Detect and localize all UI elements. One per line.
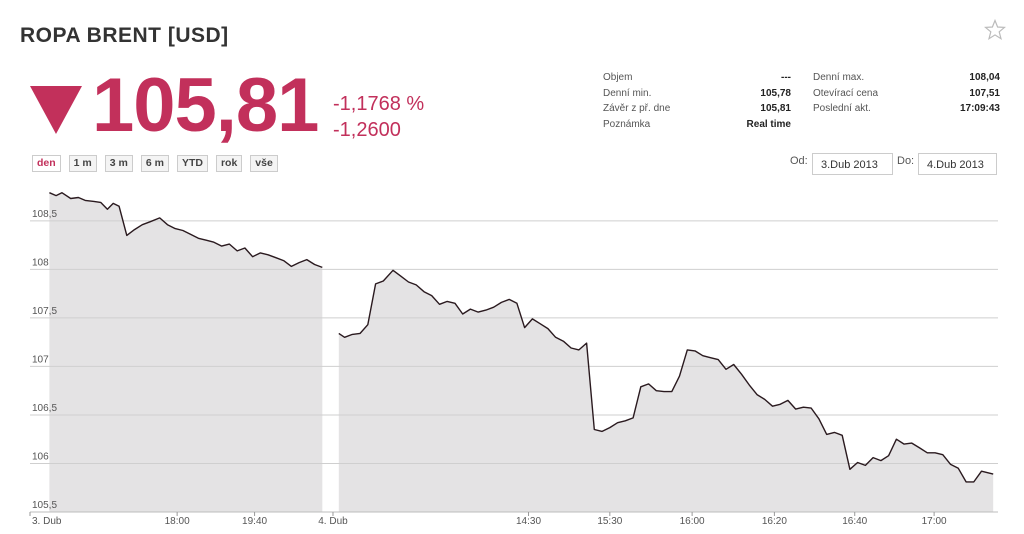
series-area-1	[338, 270, 994, 512]
change-percent: -1,1768 %	[333, 93, 425, 115]
stat-value: 107,51	[969, 87, 1000, 99]
x-tick-label: 19:40	[242, 516, 267, 527]
y-tick-label: 108,5	[32, 209, 57, 220]
to-label: Do:	[897, 155, 915, 167]
stat-row: Objem ---	[603, 72, 791, 88]
page-title: ROPA BRENT [USD]	[20, 24, 229, 47]
stat-row: Závěr z př. dne 105,81	[603, 103, 791, 119]
y-tick-label: 107	[32, 354, 49, 365]
current-price: 105,81	[92, 63, 319, 148]
stat-row: Denní max. 108,04	[813, 72, 1000, 88]
y-tick-label: 106,5	[32, 403, 57, 414]
x-tick-label: 14:30	[516, 516, 541, 527]
series-area-0	[49, 192, 323, 512]
x-tick-label: 18:00	[165, 516, 190, 527]
period-button-3m[interactable]: 3 m	[104, 155, 133, 172]
stat-value: 105,78	[760, 87, 791, 99]
from-label: Od:	[790, 155, 808, 167]
stat-label: Objem	[603, 72, 633, 83]
series-line-1	[338, 269, 994, 483]
x-tick-label: 16:00	[680, 516, 705, 527]
stats-left: Objem --- Denní min. 105,78 Závěr z př. dn…	[603, 72, 791, 134]
stat-value: ---	[781, 72, 791, 83]
stat-value: 108,04	[969, 72, 1000, 83]
x-tick-label: 16:40	[842, 516, 867, 527]
y-tick-label: 105,5	[32, 500, 57, 511]
y-tick-label: 106	[32, 451, 49, 462]
series-line-0	[49, 191, 323, 269]
period-button-den[interactable]: den	[32, 155, 61, 172]
change-absolute: -1,2600	[333, 119, 401, 141]
stat-label: Poslední akt.	[813, 103, 871, 114]
stat-label: Poznámka	[603, 118, 651, 130]
x-tick-label: 4. Dub	[318, 516, 348, 527]
stat-row: Poslední akt. 17:09:43	[813, 103, 1000, 119]
period-button-6m[interactable]: 6 m	[140, 155, 169, 172]
stat-row: Poznámka Real time	[603, 119, 791, 135]
y-tick-label: 108	[32, 257, 49, 268]
to-date-field[interactable]: 4.Dub 2013	[918, 153, 997, 175]
period-button-rok[interactable]: rok	[215, 155, 243, 172]
down-triangle-icon	[30, 86, 82, 134]
x-tick-label: 16:20	[762, 516, 787, 527]
period-button-1m[interactable]: 1 m	[68, 155, 97, 172]
stat-label: Denní min.	[603, 87, 652, 99]
x-tick-label: 17:00	[922, 516, 947, 527]
stat-row: Denní min. 105,78	[603, 88, 791, 104]
from-date-field[interactable]: 3.Dub 2013	[812, 153, 893, 175]
stat-label: Denní max.	[813, 72, 865, 83]
stat-value: 17:09:43	[959, 103, 1000, 114]
stat-row: Otevírací cena 107,51	[813, 88, 1000, 104]
period-button-vse[interactable]: vše	[250, 155, 278, 172]
stats-right: Denní max. 108,04 Otevírací cena 107,51 Po…	[813, 72, 1000, 119]
x-tick-label: 3. Dub	[32, 516, 62, 527]
period-selector: den 1 m 3 m 6 m YTD rok vše	[32, 155, 278, 172]
star-icon[interactable]	[984, 19, 1006, 41]
stat-label: Otevírací cena	[813, 87, 879, 99]
stat-label: Závěr z př. dne	[603, 103, 671, 114]
y-tick-label: 107,5	[32, 306, 57, 317]
period-button-ytd[interactable]: YTD	[176, 155, 208, 172]
stat-value: 105,81	[760, 103, 791, 114]
stat-value: Real time	[746, 118, 791, 130]
x-tick-label: 15:30	[597, 516, 622, 527]
